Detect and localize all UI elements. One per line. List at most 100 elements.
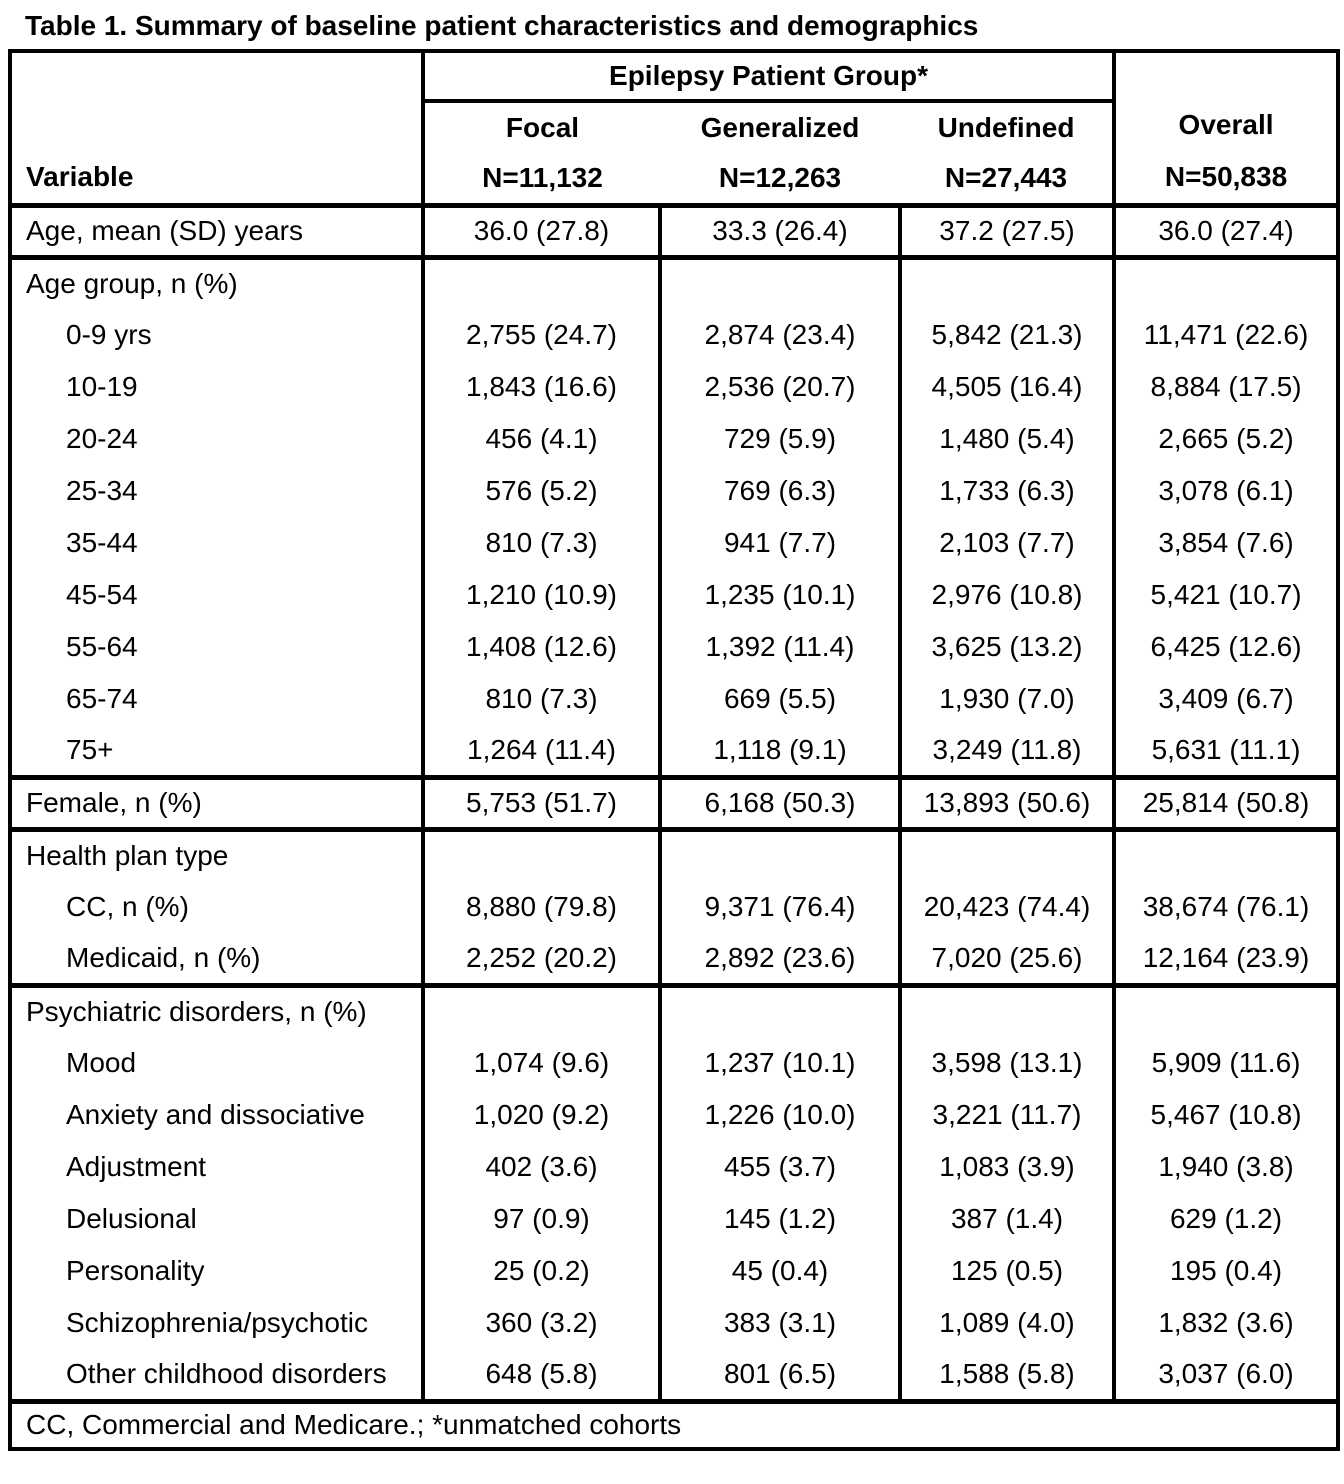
value-cell: 13,893 (50.6) xyxy=(897,774,1115,829)
value-cell: 669 (5.5) xyxy=(658,673,900,725)
row-label: 0-9 yrs xyxy=(66,319,152,350)
table-row: Female, n (%) 5,753 (51.7) 6,168 (50.3) … xyxy=(10,774,1339,829)
empty-cell xyxy=(658,826,900,881)
value-cell: 3,037 (6.0) xyxy=(1112,1349,1339,1401)
value-cell: 2,252 (20.2) xyxy=(421,933,660,985)
value-cell: 12,164 (23.9) xyxy=(1112,933,1339,985)
value-cell: 576 (5.2) xyxy=(421,465,660,517)
overall-header-label: Overall xyxy=(1178,108,1274,140)
value-cell: 1,480 (5.4) xyxy=(897,413,1115,465)
empty-cell xyxy=(421,982,660,1037)
empty-cell xyxy=(658,254,900,309)
value-cell: 5,753 (51.7) xyxy=(421,774,660,829)
value-cell: 3,598 (13.1) xyxy=(897,1037,1115,1089)
empty-cell xyxy=(1112,982,1339,1037)
row-label: CC, n (%) xyxy=(66,891,189,922)
table-row: 0-9 yrs 2,755 (24.7) 2,874 (23.4) 5,842 … xyxy=(10,309,1339,361)
value-cell: 1,089 (4.0) xyxy=(897,1297,1115,1349)
value-cell: 11,471 (22.6) xyxy=(1112,309,1339,361)
value-cell: 6,425 (12.6) xyxy=(1112,621,1339,673)
value-cell: 3,221 (11.7) xyxy=(897,1089,1115,1141)
row-label: 65-74 xyxy=(66,683,138,714)
value-cell: 195 (0.4) xyxy=(1112,1245,1339,1297)
row-label: Delusional xyxy=(66,1203,197,1234)
column-n-generalized: N=12,263 xyxy=(718,161,842,193)
table-row: 65-74 810 (7.3) 669 (5.5) 1,930 (7.0) 3,… xyxy=(10,673,1339,725)
table-row: Medicaid, n (%) 2,252 (20.2) 2,892 (23.6… xyxy=(10,933,1339,985)
value-cell: 383 (3.1) xyxy=(658,1297,900,1349)
table-row: CC, n (%) 8,880 (79.8) 9,371 (76.4) 20,4… xyxy=(10,881,1339,933)
page: Table 1. Summary of baseline patient cha… xyxy=(8,10,1341,1451)
value-cell: 1,733 (6.3) xyxy=(897,465,1115,517)
row-label: Adjustment xyxy=(66,1151,207,1182)
value-cell: 9,371 (76.4) xyxy=(658,881,900,933)
overall-header-cell: Overall N=50,838 xyxy=(1112,51,1339,205)
variable-header-cell: Variable xyxy=(10,51,423,205)
value-cell: 38,674 (76.1) xyxy=(1112,881,1339,933)
table-row: Mood 1,074 (9.6) 1,237 (10.1) 3,598 (13.… xyxy=(10,1037,1339,1089)
value-cell: 3,249 (11.8) xyxy=(897,725,1115,777)
value-cell: 1,226 (10.0) xyxy=(658,1089,900,1141)
section-header-row: Psychiatric disorders, n (%) xyxy=(10,982,1339,1037)
value-cell: 1,930 (7.0) xyxy=(897,673,1115,725)
empty-cell xyxy=(421,826,660,881)
row-label: Other childhood disorders xyxy=(66,1357,387,1389)
row-label: Anxiety and dissociative xyxy=(66,1099,365,1130)
value-cell: 387 (1.4) xyxy=(897,1193,1115,1245)
row-label: Female, n (%) xyxy=(10,774,423,829)
row-label: Medicaid, n (%) xyxy=(66,941,261,973)
row-label: Schizophrenia/psychotic xyxy=(66,1307,368,1338)
value-cell: 769 (6.3) xyxy=(658,465,900,517)
footnote-row: CC, Commercial and Medicare.; *unmatched… xyxy=(10,1398,1339,1449)
value-cell: 1,083 (3.9) xyxy=(897,1141,1115,1193)
column-header-undefined: Undefined xyxy=(937,112,1075,143)
value-cell: 1,235 (10.1) xyxy=(658,569,900,621)
table-row: Schizophrenia/psychotic 360 (3.2) 383 (3… xyxy=(10,1297,1339,1349)
value-cell: 36.0 (27.8) xyxy=(421,202,660,257)
value-cell: 4,505 (16.4) xyxy=(897,361,1115,413)
table-row: Age, mean (SD) years 36.0 (27.8) 33.3 (2… xyxy=(10,202,1339,257)
value-cell: 7,020 (25.6) xyxy=(897,933,1115,985)
value-cell: 1,020 (9.2) xyxy=(421,1089,660,1141)
value-cell: 3,625 (13.2) xyxy=(897,621,1115,673)
section-header-label: Psychiatric disorders, n (%) xyxy=(10,982,423,1037)
row-label: Mood xyxy=(66,1047,137,1078)
value-cell: 648 (5.8) xyxy=(421,1349,660,1401)
empty-cell xyxy=(897,254,1115,309)
column-header-focal: Focal xyxy=(421,101,660,153)
value-cell: 20,423 (74.4) xyxy=(897,881,1115,933)
value-cell: 6,168 (50.3) xyxy=(658,774,900,829)
value-cell: 5,842 (21.3) xyxy=(897,309,1115,361)
empty-cell xyxy=(1112,254,1339,309)
column-header-generalized: Generalized xyxy=(700,112,860,143)
group-header-cell: Epilepsy Patient Group* xyxy=(420,51,1115,103)
table-row: 55-64 1,408 (12.6) 1,392 (11.4) 3,625 (1… xyxy=(10,621,1339,673)
value-cell: 125 (0.5) xyxy=(897,1245,1115,1297)
table-row: 75+ 1,264 (11.4) 1,118 (9.1) 3,249 (11.8… xyxy=(10,725,1339,777)
value-cell: 145 (1.2) xyxy=(658,1193,900,1245)
value-cell: 1,832 (3.6) xyxy=(1112,1297,1339,1349)
value-cell: 1,392 (11.4) xyxy=(658,621,900,673)
table-row: 35-44 810 (7.3) 941 (7.7) 2,103 (7.7) 3,… xyxy=(10,517,1339,569)
value-cell: 8,884 (17.5) xyxy=(1112,361,1339,413)
table-row: 25-34 576 (5.2) 769 (6.3) 1,733 (6.3) 3,… xyxy=(10,465,1339,517)
group-header-row: Variable Epilepsy Patient Group* Overall… xyxy=(10,51,1339,205)
value-cell: 2,874 (23.4) xyxy=(658,309,900,361)
value-cell: 25 (0.2) xyxy=(421,1245,660,1297)
value-cell: 1,118 (9.1) xyxy=(658,725,900,777)
value-cell: 5,631 (11.1) xyxy=(1112,725,1339,777)
section-header-label: Health plan type xyxy=(10,826,423,881)
row-label: 20-24 xyxy=(66,423,138,454)
value-cell: 360 (3.2) xyxy=(421,1297,660,1349)
table-row: Other childhood disorders 648 (5.8) 801 … xyxy=(10,1349,1339,1401)
table-row: 20-24 456 (4.1) 729 (5.9) 1,480 (5.4) 2,… xyxy=(10,413,1339,465)
value-cell: 5,421 (10.7) xyxy=(1112,569,1339,621)
value-cell: 810 (7.3) xyxy=(421,517,660,569)
empty-cell xyxy=(897,826,1115,881)
value-cell: 1,843 (16.6) xyxy=(421,361,660,413)
value-cell: 2,755 (24.7) xyxy=(421,309,660,361)
value-cell: 1,588 (5.8) xyxy=(897,1349,1115,1401)
value-cell: 629 (1.2) xyxy=(1112,1193,1339,1245)
value-cell: 2,665 (5.2) xyxy=(1112,413,1339,465)
table-row: Anxiety and dissociative 1,020 (9.2) 1,2… xyxy=(10,1089,1339,1141)
